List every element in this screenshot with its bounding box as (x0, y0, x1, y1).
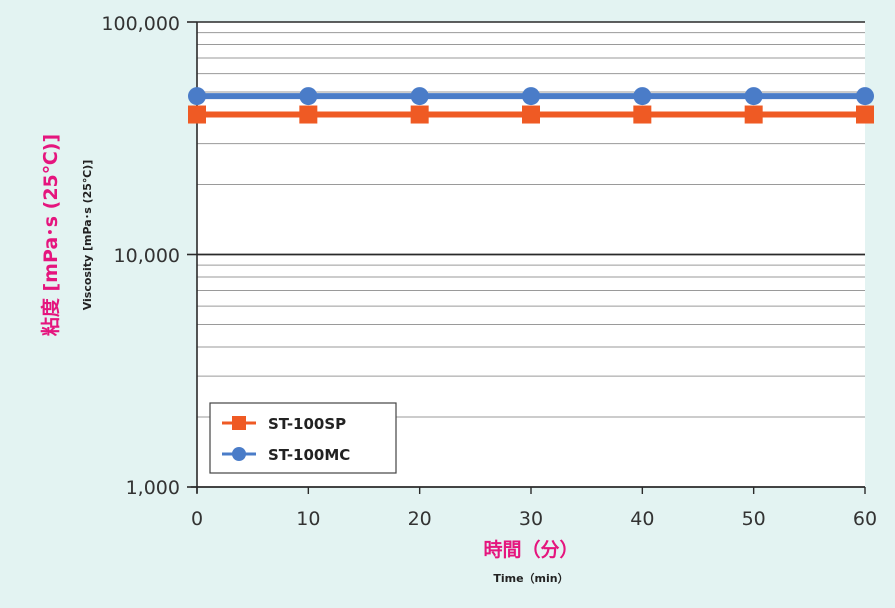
x-tick-label: 40 (630, 508, 654, 530)
x-tick-label: 0 (191, 508, 203, 530)
data-point-st-100mc (744, 87, 763, 106)
x-axis-label: 時間（分） (483, 538, 578, 561)
legend-marker-st100mc (232, 447, 246, 461)
x-tick-label: 60 (853, 508, 877, 530)
data-point-st-100sp (856, 105, 874, 124)
y-tick-label: 1,000 (126, 477, 180, 499)
x-axis-label-en: Time（min） (493, 572, 568, 585)
y-axis-label-en: Viscosity [mPa･s (25℃)] (81, 160, 94, 311)
data-point-st-100mc (856, 87, 874, 106)
data-point-st-100mc (299, 87, 318, 106)
data-point-st-100mc (633, 87, 652, 106)
y-tick-label: 100,000 (101, 13, 180, 35)
legend-box (209, 402, 397, 474)
y-tick-labels: 100,000 10,000 1,000 (101, 13, 180, 499)
x-tick-labels: 0 10 20 30 40 50 60 (191, 508, 877, 530)
data-point-st-100mc (522, 87, 540, 106)
x-tick-label: 10 (296, 508, 320, 530)
x-tick-label: 20 (408, 508, 432, 530)
legend-label-st100sp: ST-100SP (268, 415, 346, 433)
y-tick-label: 10,000 (114, 245, 180, 267)
legend-label-st100mc: ST-100MC (268, 446, 350, 464)
legend-marker-st100sp (232, 416, 246, 430)
data-point-st-100sp (299, 105, 318, 124)
series-layer (188, 87, 874, 124)
y-axis-label: 粘度 [mPa･s (25℃)] (39, 134, 62, 336)
data-point-st-100sp (744, 105, 763, 124)
data-point-st-100sp (188, 105, 206, 124)
data-point-st-100sp (410, 105, 429, 124)
grid-lines (197, 21, 865, 488)
data-point-st-100mc (188, 87, 206, 106)
x-tick-label: 50 (742, 508, 766, 530)
x-tick-label: 30 (519, 508, 543, 530)
data-point-st-100sp (633, 105, 652, 124)
data-point-st-100mc (410, 87, 429, 106)
legend: ST-100SP ST-100MC (209, 402, 397, 474)
data-point-st-100sp (522, 105, 540, 124)
